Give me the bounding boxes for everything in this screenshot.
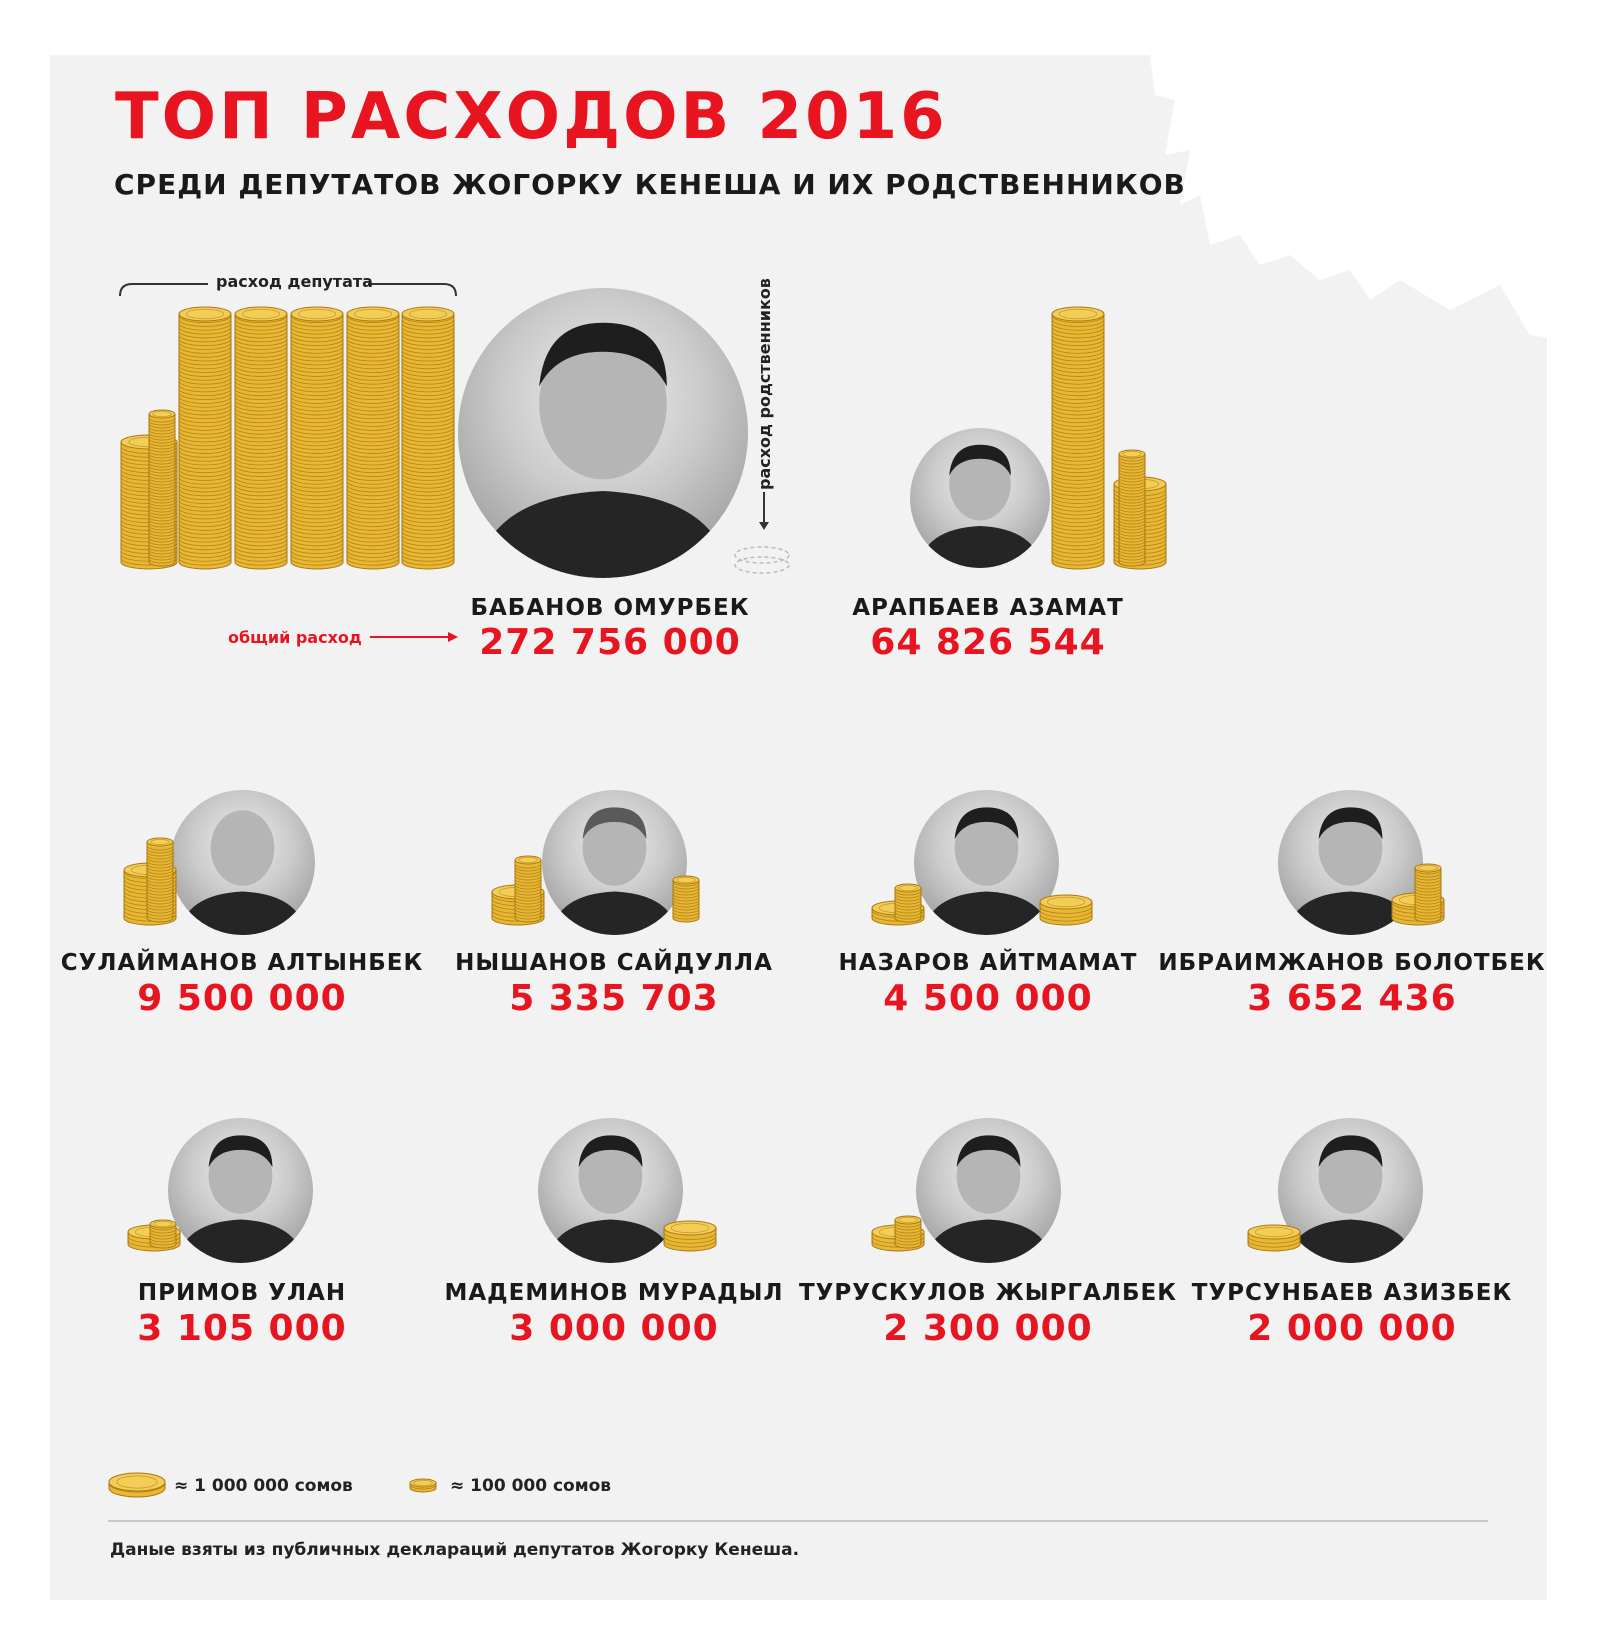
portrait-ibraimzhanov	[1278, 790, 1423, 935]
relatives-arrow	[759, 492, 769, 530]
legend-big-coin-label: ≈ 1 000 000 сомов	[174, 1476, 353, 1496]
deputy-name-6: ИБРАИМЖАНОВ БОЛОТБЕК	[1158, 950, 1546, 976]
deputy-name-5: НАЗАРОВ АЙТМАМАТ	[838, 950, 1138, 976]
portrait-sulaimanov	[170, 790, 315, 935]
relatives-expense-label: расход родственников	[755, 278, 774, 490]
deputy-amount-6: 3 652 436	[1247, 978, 1457, 1019]
deputy-expense-bracket	[119, 283, 457, 297]
deputy-name-3: СУЛАЙМАНОВ АЛТЫНБЕК	[60, 950, 424, 976]
deputy-amount-1: 272 756 000	[479, 622, 741, 663]
page-subtitle: СРЕДИ ДЕПУТАТОВ ЖОГОРКУ КЕНЕША И ИХ РОДС…	[114, 168, 1186, 201]
deputy-amount-9: 2 300 000	[883, 1308, 1093, 1349]
deputy-name-2: АРАПБАЕВ АЗАМАТ	[852, 595, 1124, 621]
legend-small-coin-label: ≈ 100 000 сомов	[450, 1476, 612, 1496]
deputy-name-10: ТУРСУНБАЕВ АЗИЗБЕК	[1191, 1280, 1513, 1306]
portrait-arapbaev	[910, 428, 1050, 568]
deputy-amount-5: 4 500 000	[883, 978, 1093, 1019]
deputy-amount-3: 9 500 000	[137, 978, 347, 1019]
deputy-amount-7: 3 105 000	[137, 1308, 347, 1349]
torn-paper-corner	[1150, 55, 1600, 345]
total-expense-label: общий расход	[228, 628, 362, 647]
source-note: Даные взяты из публичных деклараций депу…	[110, 1540, 800, 1560]
deputy-name-7: ПРИМОВ УЛАН	[137, 1280, 347, 1306]
portrait-primov	[168, 1118, 313, 1263]
portrait-turuskulov	[916, 1118, 1061, 1263]
page-title: ТОП РАСХОДОВ 2016	[115, 80, 948, 154]
portrait-mademinov	[538, 1118, 683, 1263]
portrait-tursunbaev	[1278, 1118, 1423, 1263]
deputy-name-4: НЫШАНОВ САЙДУЛЛА	[455, 950, 773, 976]
total-expense-arrow	[370, 632, 458, 642]
deputy-amount-2: 64 826 544	[870, 622, 1106, 663]
empty-coin-outline	[734, 546, 790, 574]
deputy-expense-label: расход депутата	[216, 272, 373, 291]
portrait-nyshanov	[542, 790, 687, 935]
deputy-name-8: МАДЕМИНОВ МУРАДЫЛ	[444, 1280, 784, 1306]
portrait-nazarov	[914, 790, 1059, 935]
deputy-amount-4: 5 335 703	[509, 978, 719, 1019]
deputy-name-1: БАБАНОВ ОМУРБЕК	[470, 595, 750, 621]
deputy-amount-10: 2 000 000	[1247, 1308, 1457, 1349]
portrait-babanov	[458, 288, 748, 578]
deputy-name-9: ТУРУСКУЛОВ ЖЫРГАЛБЕК	[798, 1280, 1178, 1306]
deputy-amount-8: 3 000 000	[509, 1308, 719, 1349]
footer-divider	[108, 1520, 1488, 1522]
